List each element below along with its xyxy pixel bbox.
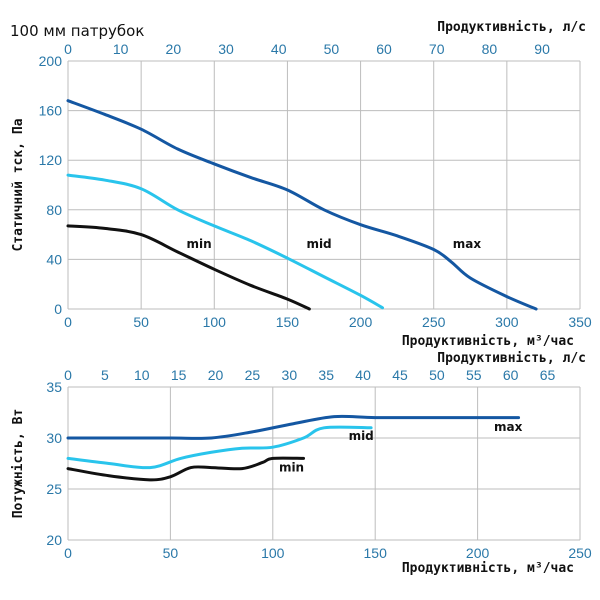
x-axis-label: Продуктивність, м³/час bbox=[402, 561, 574, 576]
x-top-tick-label: 65 bbox=[540, 367, 556, 383]
x-tick-label: 250 bbox=[568, 545, 592, 561]
x-tick-label: 0 bbox=[64, 314, 72, 330]
x-tick-label: 50 bbox=[163, 545, 179, 561]
x-top-tick-label: 30 bbox=[218, 41, 234, 57]
x-top-tick-label: 0 bbox=[64, 41, 72, 57]
series-label-min: min bbox=[186, 237, 211, 251]
x-tick-label: 50 bbox=[133, 314, 149, 330]
series-label-max: max bbox=[494, 420, 523, 434]
x-top-tick-label: 30 bbox=[282, 367, 298, 383]
y-tick-label: 200 bbox=[39, 53, 63, 69]
x-top-axis-label: Продуктивність, л/с bbox=[437, 20, 586, 35]
x-top-tick-label: 55 bbox=[466, 367, 482, 383]
y-tick-label: 30 bbox=[46, 430, 62, 446]
series-line-mid bbox=[66, 425, 373, 470]
x-tick-label: 100 bbox=[203, 314, 227, 330]
x-top-tick-label: 0 bbox=[64, 367, 72, 383]
x-top-tick-label: 40 bbox=[355, 367, 371, 383]
series-label-min: min bbox=[279, 461, 304, 475]
gridlines bbox=[67, 386, 581, 541]
x-top-tick-label: 10 bbox=[113, 41, 129, 57]
x-tick-label: 150 bbox=[276, 314, 300, 330]
series-line-max bbox=[66, 414, 521, 440]
x-tick-label: 350 bbox=[568, 314, 592, 330]
x-top-tick-label: 10 bbox=[134, 367, 150, 383]
x-tick-label: 0 bbox=[64, 545, 72, 561]
x-tick-label: 200 bbox=[349, 314, 373, 330]
y-tick-label: 25 bbox=[46, 481, 62, 497]
series-label-mid: mid bbox=[306, 237, 331, 251]
x-top-tick-label: 45 bbox=[392, 367, 408, 383]
y-tick-label: 40 bbox=[46, 251, 62, 267]
x-top-tick-label: 15 bbox=[171, 367, 187, 383]
gridlines bbox=[67, 60, 581, 310]
x-top-tick-label: 20 bbox=[208, 367, 224, 383]
x-top-tick-label: 5 bbox=[101, 367, 109, 383]
series-label-max: max bbox=[453, 237, 482, 251]
x-tick-label: 250 bbox=[422, 314, 446, 330]
x-top-tick-label: 50 bbox=[429, 367, 445, 383]
x-tick-label: 300 bbox=[495, 314, 519, 330]
power-chart: 0 50 100 150 200 250 0 5 10 15 20 25 30 35 40 45 50 55 60 6… bbox=[11, 351, 592, 576]
y-tick-label: 20 bbox=[46, 532, 62, 548]
static-pressure-chart: 0 50 100 150 200 250 300 350 0 10 20 30 40 50 60 70 80 90… bbox=[11, 20, 592, 349]
x-top-tick-label: 70 bbox=[429, 41, 445, 57]
series-line-min bbox=[66, 456, 306, 482]
y-axis-label: Потужність, Вт bbox=[11, 409, 26, 519]
x-top-tick-label: 90 bbox=[534, 41, 550, 57]
series-line-mid bbox=[66, 173, 385, 310]
y-tick-label: 35 bbox=[46, 379, 62, 395]
x-axis-label: Продуктивність, м³/час bbox=[402, 334, 574, 349]
x-top-tick-label: 35 bbox=[318, 367, 334, 383]
chart-title: 100 мм патрубок bbox=[10, 22, 144, 40]
x-top-tick-label: 40 bbox=[271, 41, 287, 57]
series-line-max bbox=[66, 99, 538, 311]
x-top-tick-label: 25 bbox=[245, 367, 261, 383]
x-top-axis-label: Продуктивність, л/с bbox=[437, 351, 586, 366]
x-top-tick-label: 50 bbox=[324, 41, 340, 57]
y-tick-label: 0 bbox=[54, 301, 62, 317]
x-top-tick-label: 60 bbox=[503, 367, 519, 383]
x-tick-label: 200 bbox=[466, 545, 490, 561]
series-label-mid: mid bbox=[349, 429, 374, 443]
y-axis-label: Статичний тск, Па bbox=[11, 118, 26, 251]
series-line-min bbox=[66, 224, 311, 311]
y-tick-label: 160 bbox=[39, 103, 63, 119]
y-tick-label: 120 bbox=[39, 152, 63, 168]
x-top-tick-label: 80 bbox=[482, 41, 498, 57]
y-tick-label: 80 bbox=[46, 202, 62, 218]
x-top-tick-label: 60 bbox=[376, 41, 392, 57]
x-tick-label: 100 bbox=[261, 545, 285, 561]
x-tick-label: 150 bbox=[364, 545, 388, 561]
x-top-tick-label: 20 bbox=[166, 41, 182, 57]
